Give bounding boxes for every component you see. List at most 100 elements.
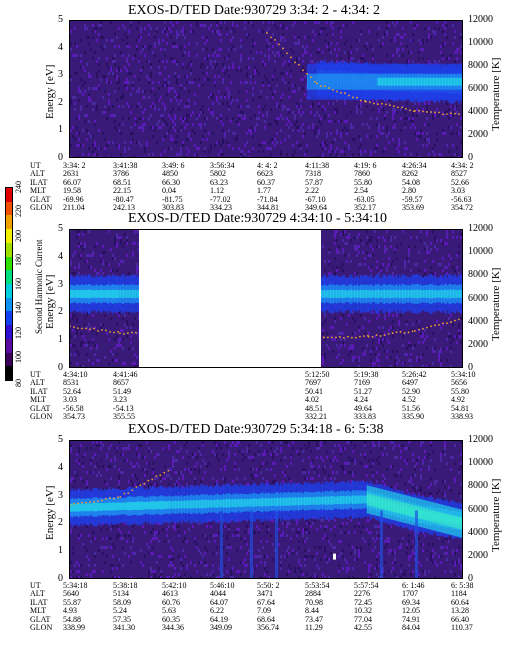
orbit-row-label: ALT [30, 589, 45, 599]
colorbar-swatch [6, 201, 12, 216]
orbit-cell: 2.54 [354, 186, 368, 196]
orbit-cell: 57.87 [305, 177, 323, 187]
energy-tick-label: 2 [58, 306, 63, 318]
orbit-cell: 55.80 [354, 177, 372, 187]
orbit-cell: 341.30 [113, 622, 135, 632]
orbit-info-table: UT 5:34:18 5:38:18 5:42:10 5:46:10 5:50: 2 5:5… [30, 581, 474, 632]
colorbar-tick-label: 140 [14, 302, 23, 315]
orbit-cell: -67.10 [305, 194, 326, 204]
colorbar-swatch [6, 297, 12, 312]
orbit-cell: 5:57:54 [354, 581, 379, 590]
orbit-cell: 66.07 [63, 177, 81, 187]
orbit-cell: 338.99 [63, 622, 85, 632]
energy-axis-label: Energy [eV] [44, 64, 56, 119]
orbit-cell: 5134 [113, 589, 129, 599]
temperature-tick-label: 2000 [468, 129, 488, 140]
orbit-cell: 54.88 [63, 614, 81, 624]
orbit-cell: 60.35 [162, 614, 180, 624]
spectrogram-svg [70, 441, 462, 578]
orbit-cell: 2884 [305, 589, 321, 599]
orbit-cell: 3471 [257, 589, 273, 599]
orbit-cell: 42.55 [354, 622, 372, 632]
orbit-cell: 3:56:34 [210, 161, 235, 170]
orbit-cell: 5:42:10 [162, 581, 187, 590]
orbit-row: UT 4:34:10 4:41:46 5:12:50 5:19:38 5:26:42 5:3… [30, 370, 475, 379]
orbit-row: ILAT 66.07 68.51 66.30 63.23 60.37 57.87 55.80 5… [30, 177, 470, 187]
orbit-cell: 5:50: 2 [257, 581, 280, 590]
orbit-cell: 2631 [63, 169, 79, 179]
temperature-axis-label: Temperature [K] [490, 267, 502, 341]
orbit-cell: 4.24 [354, 395, 368, 405]
orbit-cell: 303.83 [162, 202, 184, 212]
orbit-cell: 3:41:38 [113, 161, 138, 170]
energy-axis-label: Energy [eV] [44, 485, 56, 540]
orbit-cell: 1.12 [210, 186, 224, 196]
orbit-cell: -80.47 [113, 194, 134, 204]
spectrogram-plot [69, 20, 463, 158]
orbit-cell: 11.29 [305, 622, 323, 632]
orbit-cell: 52.64 [63, 386, 81, 396]
temperature-tick-label: 6000 [468, 503, 488, 515]
temperature-tick-label: 10000 [468, 37, 493, 48]
orbit-cell: 0.04 [162, 186, 176, 196]
colorbar-tick-label: 80 [14, 379, 23, 387]
orbit-cell: 5:26:42 [402, 370, 427, 379]
colorbar-title: Second Harmonic Current [34, 239, 44, 334]
colorbar-tick-label: 220 [14, 205, 23, 218]
orbit-row-label: GLAT [30, 614, 51, 624]
orbit-info-table: UT 4:34:10 4:41:46 5:12:50 5:19:38 5:26:42 5:3… [30, 370, 475, 421]
orbit-cell: 1184 [451, 589, 467, 599]
orbit-cell: 242.13 [113, 202, 135, 212]
orbit-cell: 70.98 [305, 597, 323, 607]
orbit-cell: -54.13 [113, 403, 134, 413]
orbit-cell: 64.19 [210, 614, 228, 624]
orbit-cell: 5:12:50 [305, 370, 330, 379]
orbit-cell: 57.35 [113, 614, 131, 624]
orbit-cell: 73.47 [305, 614, 323, 624]
orbit-cell: 349.09 [210, 622, 232, 632]
spectrogram-plot [69, 440, 463, 579]
orbit-row-label: MLT [30, 606, 47, 616]
orbit-cell: 51.49 [113, 386, 131, 396]
orbit-cell: 55.87 [63, 597, 81, 607]
orbit-row-label: UT [30, 370, 41, 379]
orbit-cell: 60.37 [257, 177, 275, 187]
energy-tick-label: 3 [58, 69, 63, 81]
orbit-row: ALT 8531 8657 7697 7169 6497 5656 [30, 378, 470, 388]
orbit-cell: 5:19:38 [354, 370, 379, 379]
orbit-cell: 8527 [451, 169, 467, 179]
orbit-row: GLAT 54.88 57.35 60.35 64.19 68.64 73.47 77.04 7… [30, 614, 470, 624]
orbit-cell: 4:41:46 [113, 370, 138, 379]
colorbar-swatch [6, 242, 12, 258]
colorbar-swatch [6, 215, 12, 230]
orbit-cell: 4850 [162, 169, 178, 179]
colorbar [5, 187, 13, 381]
orbit-cell: 7169 [354, 378, 370, 388]
spectrogram-svg [70, 230, 462, 367]
colorbar-tick-label: 160 [14, 278, 23, 290]
temperature-tick-label: 12000 [468, 223, 493, 234]
orbit-cell: 58.09 [113, 597, 131, 607]
orbit-cell: 48.51 [305, 403, 323, 413]
orbit-cell: 55.80 [451, 386, 469, 396]
orbit-cell: 52.90 [402, 386, 420, 396]
orbit-cell: 52.66 [451, 177, 469, 187]
orbit-cell: 5640 [63, 589, 79, 599]
orbit-row: GLAT -56.58 -54.13 48.51 49.64 51.56 54.81 [30, 403, 470, 413]
orbit-cell: 6497 [402, 378, 418, 388]
orbit-row-label: GLAT [30, 194, 51, 204]
orbit-cell: 68.64 [257, 614, 275, 624]
orbit-row: MLT 19.58 22.15 0.04 1.12 1.77 2.22 2.54 2.80 3.0… [30, 186, 470, 196]
orbit-cell: 5:53:54 [305, 581, 330, 590]
orbit-cell: 6: 5:38 [451, 581, 474, 590]
temperature-tick-label: 2000 [468, 338, 488, 350]
energy-tick-label: 4 [58, 41, 63, 53]
orbit-cell: 4.02 [305, 395, 319, 405]
orbit-row-label: ILAT [30, 177, 48, 187]
orbit-cell: -81.75 [162, 194, 183, 204]
spectrogram-svg [70, 21, 462, 157]
panel-title: EXOS-D/TED Date:930729 4:34:10 - 5:34:10 [128, 211, 387, 226]
orbit-cell: 110.37 [451, 622, 473, 632]
temperature-tick-label: 0 [468, 573, 473, 584]
orbit-cell: 2276 [354, 589, 370, 599]
